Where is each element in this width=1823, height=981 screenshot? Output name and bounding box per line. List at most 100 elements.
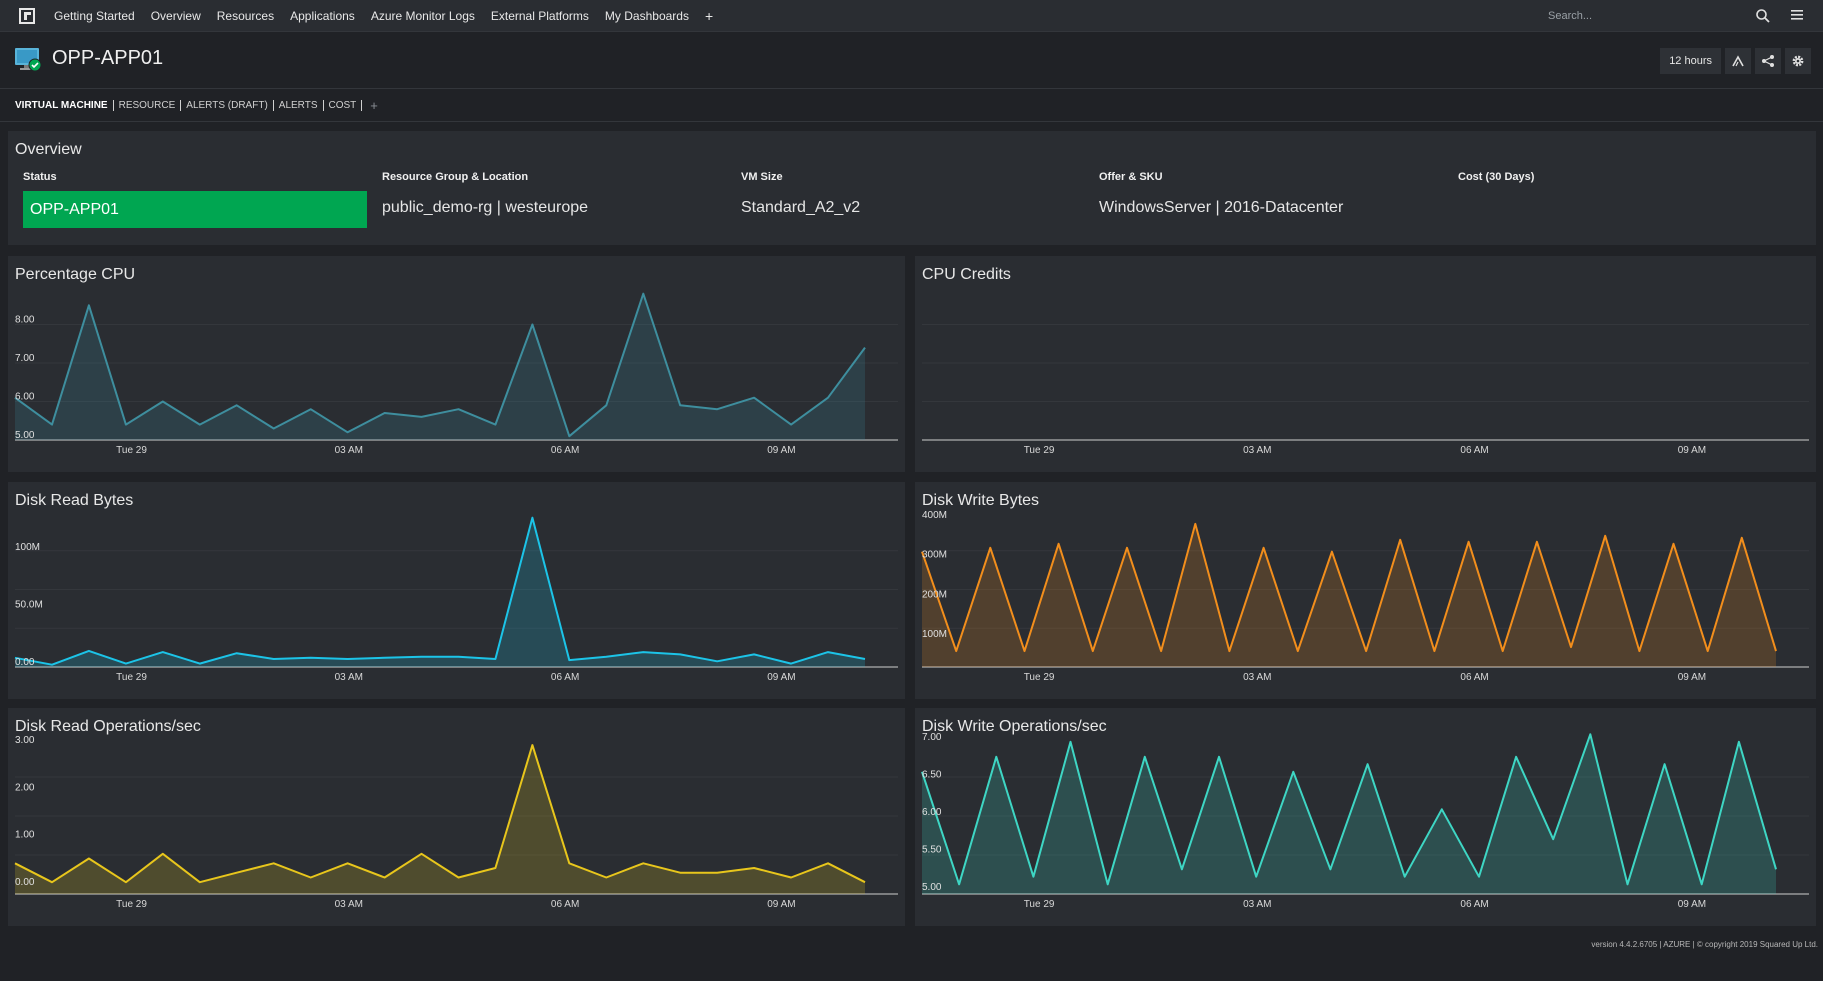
share-icon[interactable] [1755,48,1781,74]
resource-group-column: Resource Group & Location public_demo-rg… [382,171,588,217]
chart-title: CPU Credits [922,266,1011,283]
nav-overview[interactable]: Overview [150,8,201,23]
perspective-toggle-icon[interactable] [1725,48,1751,74]
y-tick-label: 400M [922,510,947,521]
x-tick-label: Tue 29 [116,672,147,683]
timeframe-button[interactable]: 12 hours [1660,48,1721,74]
y-tick-label: 2.00 [15,782,35,793]
x-tick-label: 09 AM [1678,899,1706,910]
tab-resource[interactable]: RESOURCE [118,100,176,111]
x-tick-label: Tue 29 [1024,672,1055,683]
resource-group-value: public_demo-rg | westeurope [382,199,589,216]
x-tick-label: Tue 29 [1024,899,1055,910]
disk-write-bytes-chart-panel: Disk Write Bytes Tue 29 03 AM 06 AM 09 AM 10… [915,482,1816,699]
nav-getting-started[interactable]: Getting Started [54,8,135,23]
nav-azure-monitor-logs[interactable]: Azure Monitor Logs [370,8,475,23]
y-tick-label: 0.00 [15,657,35,668]
y-tick-label: 5.00 [15,430,35,441]
nav-add-button[interactable]: + [704,7,714,24]
y-tick-label: 300M [922,550,947,561]
tab-cost[interactable]: COST [328,100,357,111]
settings-gear-icon[interactable] [1785,48,1811,74]
tab-divider [322,100,324,111]
search-icon[interactable] [1755,8,1771,24]
x-tick-label: Tue 29 [1024,445,1055,456]
x-tick-label: 06 AM [551,899,579,910]
disk-write-ops-chart[interactable]: Tue 29 03 AM 06 AM 09 AM 5.00 5.50 6.00 6.50 7.0… [915,708,1816,926]
y-tick-label: 0.00 [15,877,35,888]
x-tick-label: 03 AM [335,672,363,683]
disk-write-bytes-chart[interactable]: Tue 29 03 AM 06 AM 09 AM 100M 200M 300M 400M [915,482,1816,699]
series-area [15,745,865,894]
perspective-tabs: VIRTUAL MACHINE RESOURCE ALERTS (DRAFT) … [0,90,1823,122]
add-tab-button[interactable]: + [370,98,378,113]
series-area [15,293,865,440]
y-tick-label: 200M [922,589,947,600]
overview-title: Overview [15,141,82,158]
x-tick-label: Tue 29 [116,445,147,456]
squaredup-logo[interactable] [16,5,38,27]
series-line [921,733,1777,886]
page-title: OPP-APP01 [52,47,164,69]
x-tick-label: 03 AM [335,899,363,910]
cost-column: Cost (30 Days) [1458,171,1534,199]
series-line [14,292,866,438]
tab-divider [112,100,114,111]
cost-label: Cost (30 Days) [1458,171,1535,183]
cpu-credits-chart-panel: CPU Credits Tue 29 03 AM 06 AM 09 AM [915,256,1816,472]
cpu-chart[interactable]: Tue 29 03 AM 06 AM 09 AM 5.00 6.00 7.00 8.00 [8,256,905,472]
chart-title: Percentage CPU [15,266,136,283]
chart-title: Disk Read Operations/sec [15,718,201,735]
tab-alerts-draft[interactable]: ALERTS (DRAFT) [186,100,268,111]
x-tick-label: 03 AM [335,445,363,456]
version-footer: version 4.4.2.6705 | AZURE | © copyright… [1591,940,1818,949]
x-tick-label: 06 AM [1460,445,1488,456]
virtual-machine-icon [14,45,42,73]
series-line [14,744,866,884]
series-line [921,522,1777,653]
chart-title: Disk Write Operations/sec [922,718,1107,735]
offer-sku-value: WindowsServer | 2016-Datacenter [1099,199,1344,216]
series-area [922,734,1776,894]
y-tick-label: 6.50 [922,769,942,780]
vm-size-value: Standard_A2_v2 [741,199,861,216]
x-tick-label: 06 AM [551,445,579,456]
tab-virtual-machine[interactable]: VIRTUAL MACHINE [15,100,108,111]
offer-sku-column: Offer & SKU WindowsServer | 2016-Datacen… [1099,171,1343,217]
disk-read-bytes-chart-panel: Disk Read Bytes Tue 29 03 AM 06 AM 09 AM 0.0… [8,482,905,699]
disk-read-ops-chart-panel: Disk Read Operations/sec Tue 29 03 AM 06 A… [8,708,905,926]
nav-external-platforms[interactable]: External Platforms [490,8,589,23]
page-header: OPP-APP01 12 hours [0,33,1823,89]
resource-group-label: Resource Group & Location [382,171,529,183]
tab-alerts[interactable]: ALERTS [278,100,318,111]
disk-read-ops-chart[interactable]: Tue 29 03 AM 06 AM 09 AM 0.00 1.00 2.00 3.00 [8,708,905,926]
tab-divider [180,100,182,111]
x-tick-label: 09 AM [767,899,795,910]
chart-title: Disk Write Bytes [922,492,1040,509]
hamburger-menu-icon[interactable] [1790,8,1806,24]
nav-resources[interactable]: Resources [216,8,275,23]
y-tick-label: 3.00 [15,735,35,746]
overview-panel: Overview Status OPP-APP01 Resource Group… [8,131,1816,245]
search-box [1540,4,1770,28]
y-tick-label: 7.00 [15,353,35,364]
x-tick-label: 09 AM [1678,672,1706,683]
x-tick-label: 06 AM [551,672,579,683]
disk-write-ops-chart-panel: Disk Write Operations/sec Tue 29 03 AM 06 … [915,708,1816,926]
y-tick-label: 100M [922,629,947,640]
nav-applications[interactable]: Applications [290,8,355,23]
nav-my-dashboards[interactable]: My Dashboards [604,8,689,23]
x-tick-label: 03 AM [1243,672,1271,683]
offer-sku-label: Offer & SKU [1099,171,1163,183]
x-tick-label: 09 AM [767,445,795,456]
series-line [14,516,866,666]
cpu-credits-chart[interactable]: Tue 29 03 AM 06 AM 09 AM [915,256,1816,472]
top-nav: Getting Started Overview Resources Appli… [0,0,1823,32]
y-tick-label: 50.0M [15,600,43,611]
search-input[interactable] [1540,4,1710,28]
disk-read-bytes-chart[interactable]: Tue 29 03 AM 06 AM 09 AM 0.00 50.0M 100M [8,482,905,699]
tab-divider [361,100,363,111]
y-tick-label: 1.00 [15,830,35,841]
status-label: Status [23,171,57,183]
status-tile[interactable]: OPP-APP01 [23,191,367,228]
